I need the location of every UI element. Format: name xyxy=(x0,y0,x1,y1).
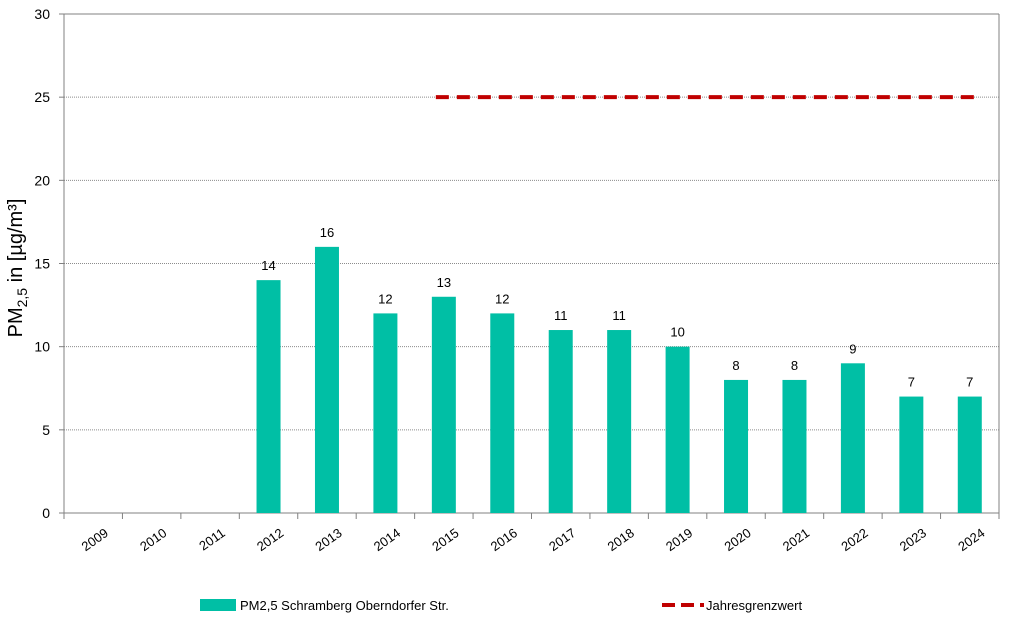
data-label: 16 xyxy=(320,225,334,240)
data-label: 8 xyxy=(791,358,798,373)
x-tick-label: 2019 xyxy=(663,525,695,554)
x-tick-label: 2023 xyxy=(897,525,929,554)
y-axis-label-base: PM xyxy=(5,307,27,337)
data-label: 14 xyxy=(261,258,275,273)
x-tick-label: 2011 xyxy=(196,525,228,553)
y-tick-label: 10 xyxy=(34,339,50,355)
data-label: 8 xyxy=(732,358,739,373)
y-tick-label: 30 xyxy=(34,6,50,22)
x-tick-label: 2013 xyxy=(312,525,344,554)
bar xyxy=(256,280,281,513)
data-label: 12 xyxy=(378,291,392,306)
bar xyxy=(724,379,749,513)
bar xyxy=(548,330,573,513)
x-tick-labels: 2009 2010 2011 2012 2013 2014 2015 2016 2017 2018… xyxy=(79,525,988,554)
bar xyxy=(490,313,515,513)
x-tick-label: 2024 xyxy=(955,525,987,554)
x-tick-label: 2012 xyxy=(254,525,286,554)
data-label: 11 xyxy=(612,308,626,323)
data-label: 13 xyxy=(437,275,451,290)
y-axis-label: PM2,5 in [µg/m³] xyxy=(5,199,30,338)
x-tick-label: 2022 xyxy=(838,525,870,554)
x-tick-label: 2017 xyxy=(546,525,578,554)
x-tick-label: 2016 xyxy=(488,525,520,554)
bar xyxy=(840,363,865,513)
legend-label-bars: PM2,5 Schramberg Oberndorfer Str. xyxy=(240,598,449,613)
x-tick-label: 2014 xyxy=(371,525,403,554)
data-labels: 14 16 12 13 12 11 11 10 8 8 9 7 7 xyxy=(261,225,973,390)
bar-series xyxy=(256,246,982,513)
legend-label-limit: Jahresgrenzwert xyxy=(706,598,802,613)
y-tick-label: 15 xyxy=(34,256,50,272)
x-tick-label: 2009 xyxy=(79,525,111,554)
data-label: 9 xyxy=(849,341,856,356)
x-tick-label: 2015 xyxy=(429,525,461,554)
bar xyxy=(431,296,456,513)
x-tick-label: 2021 xyxy=(780,525,812,554)
y-tick-label: 20 xyxy=(34,172,50,188)
x-tick-label: 2020 xyxy=(721,525,753,554)
data-label: 12 xyxy=(495,291,509,306)
legend-swatch-bars xyxy=(200,599,236,611)
legend: PM2,5 Schramberg Oberndorfer Str. Jahres… xyxy=(200,598,802,613)
y-tick-labels: 0 5 10 15 20 25 30 xyxy=(34,6,50,521)
data-label: 7 xyxy=(966,375,973,390)
data-label: 11 xyxy=(554,308,568,323)
bar xyxy=(665,346,690,513)
bar xyxy=(957,396,982,513)
x-tick-label: 2010 xyxy=(137,525,169,554)
y-axis-label-subscript: 2,5 xyxy=(14,288,30,308)
data-label: 7 xyxy=(908,375,915,390)
bar xyxy=(373,313,398,513)
x-tick-label: 2018 xyxy=(605,525,637,554)
bar xyxy=(782,379,807,513)
y-tick-label: 25 xyxy=(34,89,50,105)
data-label: 10 xyxy=(670,325,684,340)
bar xyxy=(314,246,339,513)
y-axis-label-unit: in [µg/m³] xyxy=(5,199,27,288)
bar xyxy=(899,396,924,513)
y-tick-label: 0 xyxy=(42,505,50,521)
bar xyxy=(607,330,632,513)
y-tick-label: 5 xyxy=(42,422,50,438)
